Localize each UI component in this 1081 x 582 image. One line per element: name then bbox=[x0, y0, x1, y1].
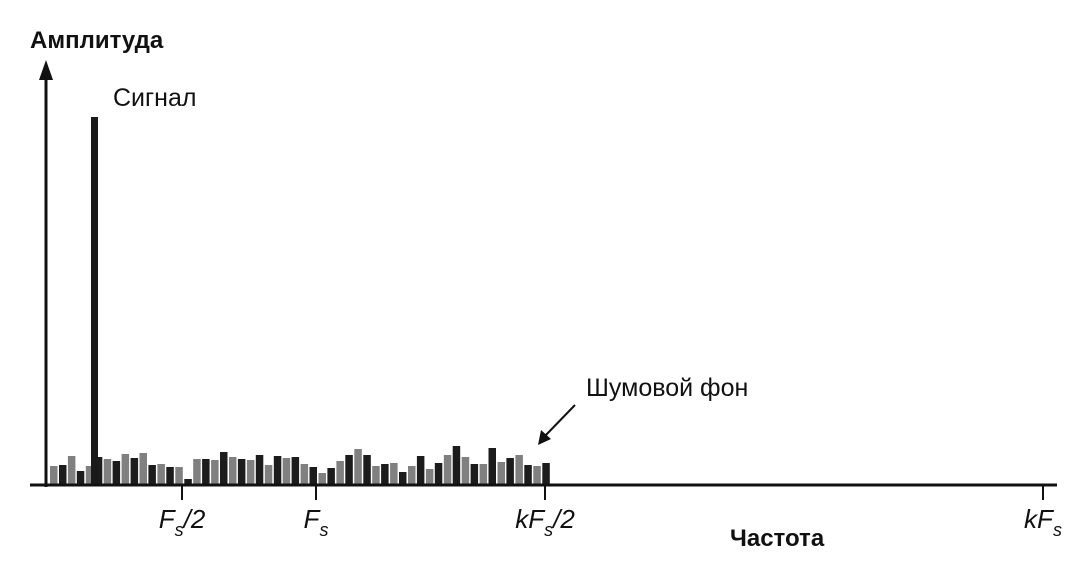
noise-bar bbox=[354, 449, 362, 485]
noise-bar bbox=[103, 459, 112, 485]
noise-bar bbox=[50, 466, 58, 485]
noise-bar bbox=[390, 463, 398, 485]
tick-sub: s bbox=[544, 520, 553, 540]
noise-bar bbox=[425, 469, 434, 485]
noise-bar bbox=[237, 459, 246, 485]
noise-arrowhead bbox=[538, 430, 551, 445]
noise-bar bbox=[363, 455, 371, 485]
noise-bar bbox=[542, 463, 550, 485]
noise-bar bbox=[452, 446, 461, 485]
x-tick-label: kFs bbox=[1024, 504, 1062, 540]
noise-bar bbox=[175, 467, 183, 485]
noise-bar bbox=[408, 466, 416, 485]
noise-arrow bbox=[543, 404, 576, 438]
signal-label: Сигнал bbox=[113, 84, 196, 112]
noise-floor bbox=[50, 446, 550, 485]
noise-bar bbox=[112, 461, 121, 485]
x-tick-label: kFs/2 bbox=[515, 504, 575, 540]
noise-bar bbox=[193, 459, 201, 485]
noise-bar bbox=[67, 456, 76, 485]
tick-base: F bbox=[304, 504, 322, 534]
noise-bar bbox=[76, 471, 85, 485]
noise-bar bbox=[148, 465, 156, 485]
noise-bar bbox=[524, 465, 532, 485]
noise-bar bbox=[184, 479, 192, 485]
tick-base: kF bbox=[515, 504, 546, 534]
tick-sub: s bbox=[175, 520, 184, 540]
noise-bar bbox=[139, 453, 147, 485]
noise-bar bbox=[220, 452, 228, 485]
x-axis-label: Частота bbox=[730, 525, 825, 552]
noise-bar bbox=[488, 448, 496, 485]
noise-bar bbox=[461, 457, 470, 485]
noise-bar bbox=[211, 460, 219, 485]
noise-bar bbox=[443, 455, 452, 485]
noise-bar bbox=[318, 473, 326, 485]
noise-label: Шумовой фон bbox=[586, 374, 748, 402]
noise-bar bbox=[85, 466, 94, 485]
noise-bar bbox=[300, 464, 309, 485]
signal-peak bbox=[91, 117, 98, 485]
x-tick-label: Fs/2 bbox=[159, 504, 206, 540]
noise-bar bbox=[399, 472, 407, 485]
noise-bar bbox=[59, 465, 67, 485]
noise-bar bbox=[479, 464, 488, 485]
noise-bar bbox=[372, 466, 380, 485]
x-tick-label: Fs bbox=[304, 504, 329, 540]
noise-bar bbox=[327, 468, 335, 485]
noise-bar bbox=[264, 465, 273, 485]
y-axis-arrow bbox=[39, 60, 53, 80]
noise-bar bbox=[515, 455, 523, 485]
noise-bar bbox=[497, 462, 505, 485]
noise-bar bbox=[381, 464, 389, 485]
noise-bar bbox=[470, 464, 479, 485]
noise-bar bbox=[94, 457, 103, 485]
noise-bar bbox=[291, 457, 300, 485]
y-axis-label: Амплитуда bbox=[30, 27, 164, 54]
noise-bar bbox=[229, 457, 237, 485]
noise-bar bbox=[273, 456, 282, 485]
tick-sub: s bbox=[1053, 520, 1062, 540]
noise-bar bbox=[345, 455, 353, 485]
noise-bar bbox=[336, 461, 344, 485]
noise-bar bbox=[255, 455, 264, 485]
noise-bar bbox=[157, 464, 165, 485]
noise-bar bbox=[282, 458, 291, 485]
noise-bar bbox=[416, 456, 425, 485]
noise-bar bbox=[533, 466, 541, 485]
noise-bar bbox=[202, 459, 210, 485]
tick-suffix: /2 bbox=[551, 504, 575, 534]
noise-bar bbox=[130, 458, 139, 485]
noise-bar bbox=[246, 460, 255, 485]
noise-bar bbox=[121, 454, 130, 485]
noise-bar bbox=[506, 458, 514, 485]
noise-bar bbox=[166, 467, 174, 485]
tick-base: F bbox=[159, 504, 177, 534]
noise-bar bbox=[434, 463, 443, 485]
tick-suffix: /2 bbox=[182, 504, 206, 534]
tick-sub: s bbox=[319, 520, 328, 540]
tick-base: kF bbox=[1024, 504, 1055, 534]
noise-bar bbox=[309, 467, 317, 485]
